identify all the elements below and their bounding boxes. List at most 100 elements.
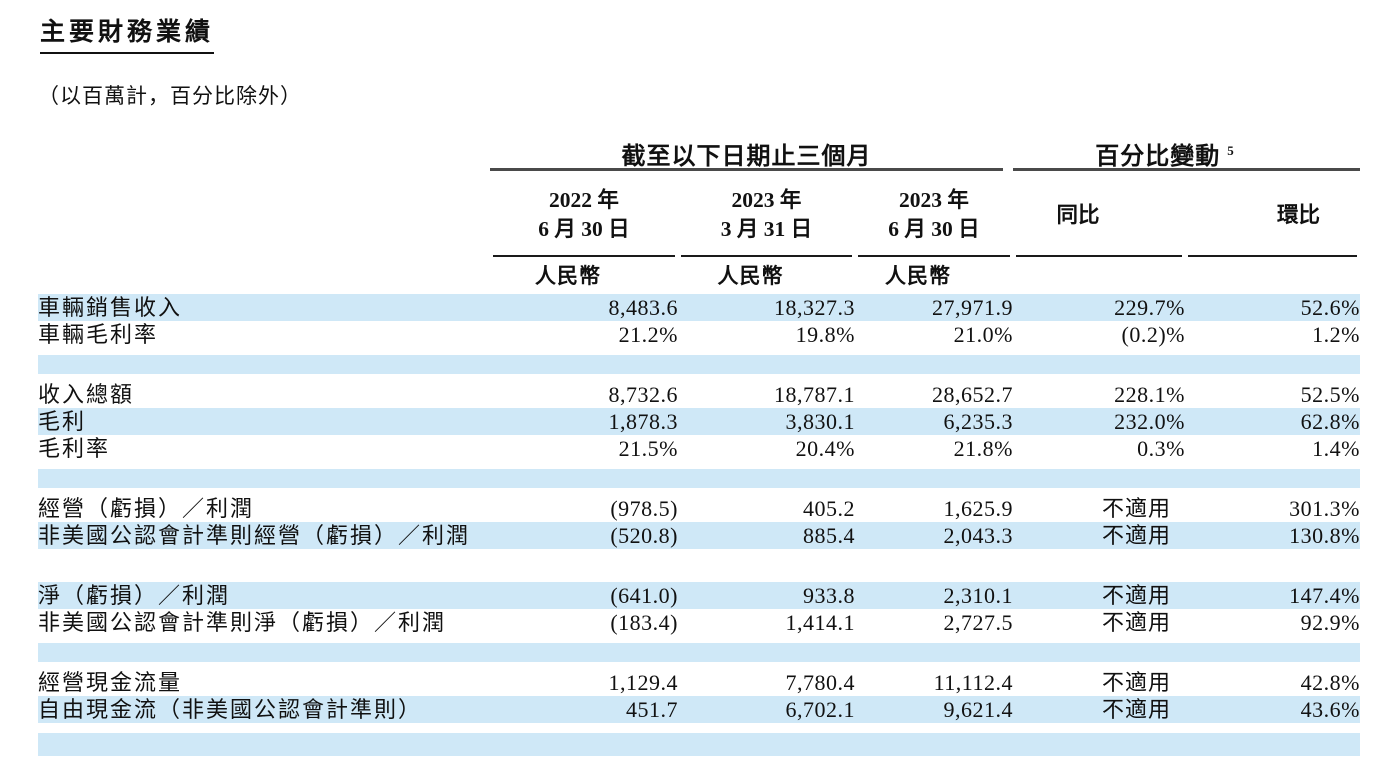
header-rule-change — [1013, 168, 1360, 171]
column-rule — [858, 255, 1010, 257]
cell-value: 21.2% — [618, 322, 678, 347]
column-rule — [681, 255, 852, 257]
cell-value: 8,483.6 — [608, 295, 678, 320]
row-label: 經營現金流量 — [38, 670, 183, 695]
cell-value: 1,878.3 — [608, 409, 678, 434]
cell-value: 92.9% — [1300, 610, 1360, 635]
column-rule — [1188, 255, 1357, 257]
row-label: 毛利 — [38, 409, 87, 434]
row-label: 收入總額 — [38, 382, 135, 407]
table-body: 車輛銷售收入 8,483.6 18,327.3 27,971.9 229.7% 52.6%… — [38, 294, 1360, 756]
column-header-2022-06-30: 2022 年 6 月 30 日 — [538, 188, 630, 241]
column-rule — [1016, 255, 1182, 257]
cell-value: 147.4% — [1289, 583, 1360, 608]
highlight-band — [38, 355, 1360, 374]
cell-value: 2,727.5 — [943, 610, 1013, 635]
highlight-band — [38, 469, 1360, 488]
cell-value: 9,621.4 — [943, 697, 1013, 722]
column-header-2023-06-30: 2023 年 6 月 30 日 — [888, 188, 980, 241]
cell-value: 21.5% — [618, 436, 678, 461]
row-label: 非美國公認會計準則經營（虧損）／利潤 — [38, 523, 471, 548]
cell-value: 不適用 — [1101, 496, 1171, 521]
cell-value: 19.8% — [795, 322, 855, 347]
cell-value: 3,830.1 — [785, 409, 855, 434]
currency-spacer — [1185, 260, 1360, 294]
footnote-marker: 5 — [1227, 143, 1235, 158]
column-header-row: 2022 年 6 月 30 日 2023 年 3 月 31 日 2023 年 6… — [38, 178, 1360, 252]
cell-value: 21.8% — [953, 436, 1013, 461]
currency-spacer — [38, 260, 490, 294]
bottom-strip — [38, 723, 1360, 756]
cell-value: 1,625.9 — [943, 496, 1013, 521]
cell-value: 885.4 — [803, 523, 855, 548]
cell-value: 7,780.4 — [785, 670, 855, 695]
currency-label: 人民幣 — [717, 264, 784, 288]
spacer-row — [38, 636, 1360, 669]
cell-value: 11,112.4 — [933, 670, 1013, 695]
group-header-change: 百分比變動 5 — [1013, 136, 1317, 170]
cell-value: 1,129.4 — [608, 670, 678, 695]
cell-value: 21.0% — [953, 322, 1013, 347]
cell-value: 1.2% — [1312, 322, 1360, 347]
row-label: 自由現金流（非美國公認會計準則） — [38, 697, 423, 722]
page-subtitle: （以百萬計，百分比除外） — [38, 84, 302, 108]
cell-value: (183.4) — [610, 610, 678, 635]
cell-value: 52.5% — [1300, 382, 1360, 407]
highlight-band — [38, 556, 1360, 575]
cell-value: 不適用 — [1101, 610, 1171, 635]
group-header-period: 截至以下日期止三個月 — [490, 136, 1003, 170]
group-header-period-label: 截至以下日期止三個月 — [621, 144, 872, 170]
header-spacer — [38, 178, 490, 252]
row-label: 經營（虧損）／利潤 — [38, 496, 255, 521]
highlight-band — [38, 733, 1360, 756]
cell-value: 130.8% — [1289, 523, 1360, 548]
spacer-row — [38, 348, 1360, 381]
cell-value: 232.0% — [1114, 409, 1185, 434]
cell-value: 27,971.9 — [932, 295, 1013, 320]
cell-value: 228.1% — [1114, 382, 1185, 407]
table-row: 經營現金流量 1,129.4 7,780.4 11,112.4 不適用 42.8% — [38, 669, 1360, 696]
table-row: 非美國公認會計準則淨（虧損）／利潤 (183.4) 1,414.1 2,727.5 不適… — [38, 609, 1360, 636]
cell-value: 18,327.3 — [774, 295, 855, 320]
table-row: 收入總額 8,732.6 18,787.1 28,652.7 228.1% 52.5% — [38, 381, 1360, 408]
cell-value: 6,702.1 — [785, 697, 855, 722]
table-row: 淨（虧損）／利潤 (641.0) 933.8 2,310.1 不適用 147.4% — [38, 582, 1360, 609]
currency-label: 人民幣 — [535, 264, 601, 288]
cell-value: 42.8% — [1300, 670, 1360, 695]
cell-value: 451.7 — [626, 697, 678, 722]
currency-spacer — [1013, 260, 1185, 294]
column-header-2023-03-31: 2023 年 3 月 31 日 — [720, 188, 813, 241]
table-row: 自由現金流（非美國公認會計準則） 451.7 6,702.1 9,621.4 不適用 43… — [38, 696, 1360, 723]
cell-value: 0.3% — [1137, 436, 1185, 461]
cell-value: 不適用 — [1101, 670, 1171, 695]
currency-label: 人民幣 — [885, 264, 951, 288]
financial-table: 截至以下日期止三個月 百分比變動 5 2022 年 6 月 30 日 2023 … — [38, 134, 1360, 756]
group-header-change-label: 百分比變動 — [1095, 144, 1221, 170]
table-row: 毛利 1,878.3 3,830.1 6,235.3 232.0% 62.8% — [38, 408, 1360, 435]
cell-value: (978.5) — [610, 496, 678, 521]
table-row: 經營（虧損）／利潤 (978.5) 405.2 1,625.9 不適用 301.3% — [38, 495, 1360, 522]
currency-row: 人民幣 人民幣 人民幣 — [38, 260, 1360, 294]
cell-value: 52.6% — [1300, 295, 1360, 320]
cell-value: 405.2 — [803, 496, 855, 521]
cell-value: 301.3% — [1289, 496, 1360, 521]
cell-value: 1,414.1 — [785, 610, 855, 635]
cell-value: (0.2)% — [1121, 322, 1185, 347]
row-label: 毛利率 — [38, 436, 111, 461]
cell-value: 62.8% — [1300, 409, 1360, 434]
cell-value: 28,652.7 — [932, 382, 1013, 407]
column-rule — [493, 255, 675, 257]
row-label: 淨（虧損）／利潤 — [38, 583, 231, 608]
table-row: 毛利率 21.5% 20.4% 21.8% 0.3% 1.4% — [38, 435, 1360, 462]
cell-value: 不適用 — [1101, 697, 1171, 722]
cell-value: 933.8 — [803, 583, 855, 608]
cell-value: 2,310.1 — [943, 583, 1013, 608]
cell-value: 18,787.1 — [774, 382, 855, 407]
row-label: 車輛銷售收入 — [38, 295, 183, 320]
cell-value: 6,235.3 — [943, 409, 1013, 434]
page-title: 主要財務業績 — [40, 12, 215, 54]
cell-value: 不適用 — [1101, 523, 1171, 548]
table-row: 車輛銷售收入 8,483.6 18,327.3 27,971.9 229.7% 52.6% — [38, 294, 1360, 321]
header-rule-period — [490, 168, 1003, 171]
cell-value: 不適用 — [1101, 583, 1171, 608]
